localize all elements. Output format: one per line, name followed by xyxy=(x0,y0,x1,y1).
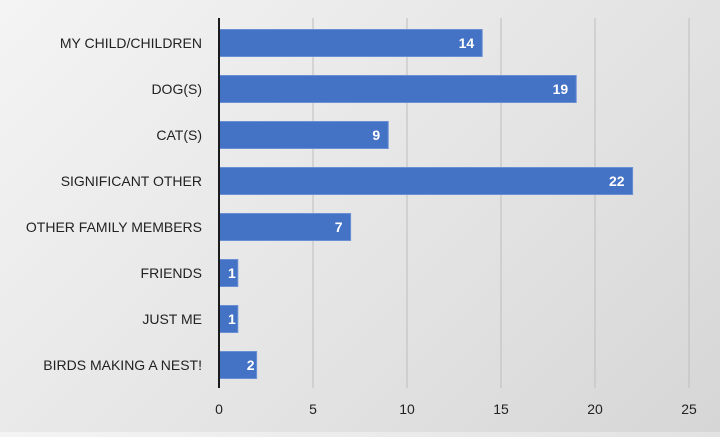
category-label: MY CHILD/CHILDREN xyxy=(60,35,202,51)
data-label: 7 xyxy=(335,219,343,235)
x-tick-label: 15 xyxy=(493,401,509,417)
data-label: 1 xyxy=(228,265,236,281)
grid-layer xyxy=(312,18,690,388)
data-label: 19 xyxy=(553,81,569,97)
data-label: 1 xyxy=(228,311,236,327)
category-label: CAT(S) xyxy=(156,127,202,143)
bar xyxy=(218,75,577,103)
category-label: JUST ME xyxy=(142,311,202,327)
category-label: DOG(S) xyxy=(151,81,202,97)
x-tick-label: 10 xyxy=(399,401,415,417)
bar xyxy=(218,213,352,241)
data-label: 2 xyxy=(247,357,255,373)
category-label: SIGNIFICANT OTHER xyxy=(61,173,202,189)
data-label: 9 xyxy=(372,127,380,143)
category-label: FRIENDS xyxy=(141,265,202,281)
data-label: 14 xyxy=(459,35,475,51)
category-label: BIRDS MAKING A NEST! xyxy=(43,357,202,373)
bar xyxy=(218,121,389,149)
category-label: OTHER FAMILY MEMBERS xyxy=(26,219,202,235)
bar-layer xyxy=(218,29,634,379)
data-label: 22 xyxy=(609,173,625,189)
bar xyxy=(218,167,634,195)
label-layer: 0 5 10 15 20 25 14 MY CHILD/CHILDREN 19 DOG(S) 9 CA… xyxy=(26,35,697,417)
x-tick-label: 20 xyxy=(587,401,603,417)
x-tick-label: 25 xyxy=(681,401,697,417)
x-tick-label: 5 xyxy=(309,401,317,417)
bar xyxy=(218,351,258,379)
bar xyxy=(218,29,483,57)
x-tick-label: 0 xyxy=(215,401,223,417)
